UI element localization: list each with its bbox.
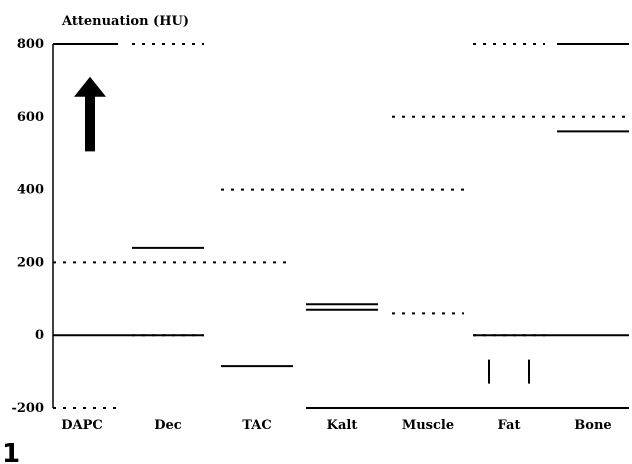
chart-title: Attenuation (HU) — [61, 14, 189, 29]
arrow-up-icon — [74, 76, 106, 97]
y-tick-label: -200 — [11, 401, 44, 416]
y-tick-label: 600 — [17, 110, 44, 125]
x-tick-label: TAC — [242, 418, 271, 433]
x-tick-label: DAPC — [61, 418, 102, 433]
x-tick-label: Muscle — [402, 418, 454, 433]
x-tick-label: Fat — [498, 418, 521, 433]
y-tick-label: 400 — [17, 183, 44, 198]
arrow-shaft — [85, 94, 95, 152]
x-tick-label: Dec — [154, 418, 182, 433]
x-tick-label: Bone — [574, 418, 611, 433]
y-tick-label: 200 — [17, 255, 44, 270]
chart-marks — [53, 43, 629, 409]
panel-label: 1 — [2, 439, 20, 464]
x-tick-labels: DAPC Dec TAC Kalt Muscle Fat Bone — [61, 418, 611, 433]
x-tick-label: Kalt — [327, 418, 358, 433]
annotations — [74, 76, 106, 152]
y-tick-label: 0 — [35, 328, 44, 343]
y-tick-labels: -200 0 200 400 600 800 — [11, 37, 44, 416]
y-tick-label: 800 — [17, 37, 44, 52]
